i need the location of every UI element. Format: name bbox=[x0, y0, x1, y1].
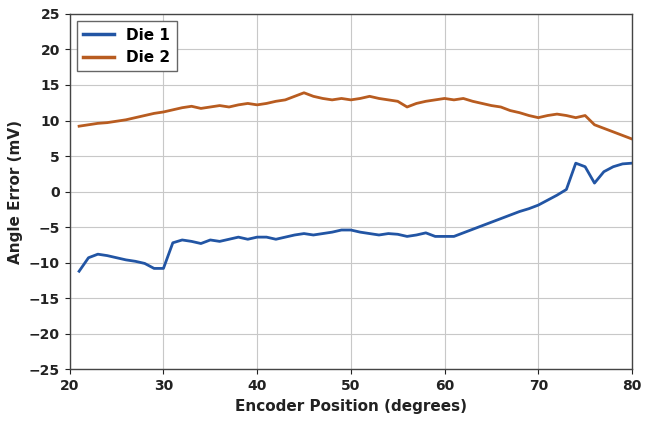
Die 2 bbox=[300, 90, 308, 95]
Die 1 bbox=[572, 161, 580, 166]
Die 2 bbox=[235, 102, 242, 107]
Die 1 bbox=[75, 269, 83, 274]
Line: Die 2: Die 2 bbox=[79, 93, 632, 139]
Die 1 bbox=[422, 230, 430, 235]
Die 1 bbox=[169, 240, 177, 245]
Y-axis label: Angle Error (mV): Angle Error (mV) bbox=[8, 119, 23, 264]
Line: Die 1: Die 1 bbox=[79, 163, 632, 271]
Die 1 bbox=[216, 239, 224, 244]
Die 2 bbox=[254, 102, 261, 107]
Die 1 bbox=[263, 235, 270, 240]
Legend: Die 1, Die 2: Die 1, Die 2 bbox=[77, 22, 177, 71]
Die 2 bbox=[432, 97, 439, 103]
Die 1 bbox=[628, 161, 636, 166]
Die 2 bbox=[628, 136, 636, 141]
Die 1 bbox=[235, 235, 242, 240]
Die 2 bbox=[75, 124, 83, 129]
Die 2 bbox=[263, 101, 270, 106]
X-axis label: Encoder Position (degrees): Encoder Position (degrees) bbox=[235, 399, 467, 414]
Die 1 bbox=[254, 235, 261, 240]
Die 2 bbox=[169, 107, 177, 112]
Die 2 bbox=[216, 103, 224, 108]
